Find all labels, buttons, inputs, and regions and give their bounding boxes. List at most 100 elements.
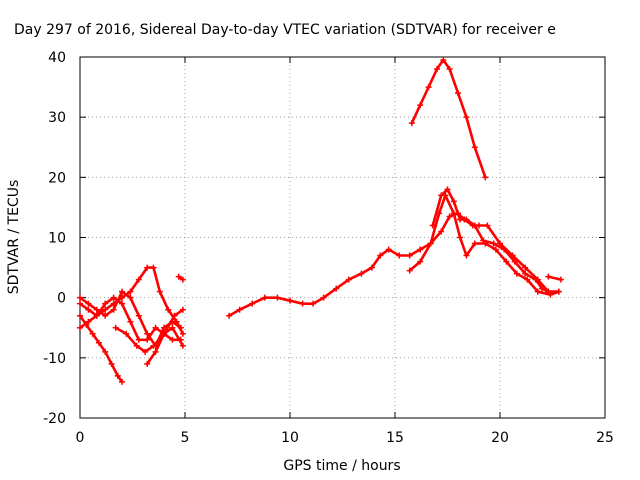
data-point: [77, 294, 83, 301]
data-point: [119, 378, 125, 385]
x-tick-label: 20: [491, 430, 509, 446]
data-point: [345, 276, 352, 283]
data-point: [377, 252, 384, 259]
data-point: [463, 216, 470, 223]
data-point: [446, 66, 453, 73]
data-point: [156, 288, 163, 295]
data-point: [463, 252, 470, 259]
data-point: [249, 300, 256, 307]
data-point: [406, 267, 413, 274]
data-point: [142, 348, 149, 355]
data-point: [471, 144, 478, 151]
data-point: [123, 330, 130, 337]
data-point: [511, 258, 518, 265]
data-point: [484, 222, 491, 229]
x-tick-label: 0: [76, 430, 85, 446]
data-point: [287, 297, 293, 304]
data-point: [417, 102, 424, 109]
series-7: [226, 246, 413, 319]
data-point: [127, 294, 134, 301]
data-point: [446, 213, 453, 220]
data-point: [545, 288, 552, 295]
data-point: [114, 372, 121, 379]
y-axis-label: SDTVAR / TECUs: [6, 180, 22, 295]
series-11: [408, 57, 489, 181]
data-point: [534, 288, 541, 295]
data-point: [127, 288, 134, 295]
data-point: [555, 288, 562, 295]
data-point: [127, 318, 134, 325]
data-point: [110, 300, 117, 307]
data-point: [417, 246, 424, 253]
series-line: [78, 314, 124, 384]
data-point: [440, 57, 447, 64]
x-tick-label: 25: [596, 430, 614, 446]
series-line: [78, 266, 185, 336]
data-point: [150, 342, 157, 349]
data-point: [102, 306, 109, 313]
data-point: [144, 336, 151, 343]
y-tick-label: -20: [43, 411, 66, 427]
data-point: [480, 237, 487, 244]
data-point: [299, 300, 306, 307]
data-point: [161, 324, 167, 331]
data-point: [161, 330, 167, 337]
data-point: [532, 276, 539, 283]
data-point: [434, 66, 440, 73]
data-point: [490, 240, 497, 247]
data-point: [102, 300, 109, 307]
data-point: [471, 240, 478, 247]
series-12: [545, 273, 564, 283]
x-tick-label: 15: [386, 430, 404, 446]
data-point: [320, 294, 327, 301]
data-point: [557, 276, 564, 283]
data-point: [112, 324, 119, 331]
data-point: [85, 300, 92, 307]
x-tick-labels: 0 5 10 15 20 25: [76, 430, 614, 446]
data-point: [110, 306, 117, 313]
data-point: [358, 270, 365, 277]
x-tick-label: 5: [181, 430, 190, 446]
data-point: [236, 306, 243, 313]
data-point: [522, 264, 529, 271]
series-10: [429, 186, 552, 295]
data-point: [179, 330, 186, 337]
data-point: [179, 306, 186, 313]
data-point: [457, 234, 464, 241]
data-point: [179, 276, 186, 283]
data-point: [501, 246, 508, 253]
data-point: [503, 258, 510, 265]
axis-ticks: [79, 56, 606, 419]
data-point: [438, 228, 445, 235]
data-point: [513, 270, 520, 277]
series-5: [144, 324, 186, 367]
data-point: [545, 273, 552, 280]
data-point: [406, 252, 413, 259]
data-point: [396, 252, 403, 259]
x-tick-label: 10: [281, 430, 299, 446]
data-point: [524, 276, 531, 283]
data-point: [547, 291, 554, 298]
y-tick-label: 30: [48, 110, 66, 126]
data-point: [274, 294, 281, 301]
y-tick-label: 10: [48, 231, 66, 247]
data-point: [93, 312, 100, 319]
data-point: [169, 336, 176, 343]
data-point: [408, 120, 415, 127]
data-point: [110, 294, 117, 301]
data-point: [133, 342, 140, 349]
data-point: [175, 273, 182, 280]
data-series: [77, 57, 564, 385]
data-point: [135, 336, 142, 343]
data-point: [85, 318, 92, 325]
data-point: [173, 318, 180, 325]
data-point: [522, 270, 529, 277]
data-point: [444, 186, 451, 193]
data-point: [368, 264, 375, 271]
data-point: [135, 276, 142, 283]
data-point: [93, 306, 100, 313]
data-point: [165, 306, 172, 313]
data-point: [463, 114, 470, 121]
data-point: [119, 300, 125, 307]
